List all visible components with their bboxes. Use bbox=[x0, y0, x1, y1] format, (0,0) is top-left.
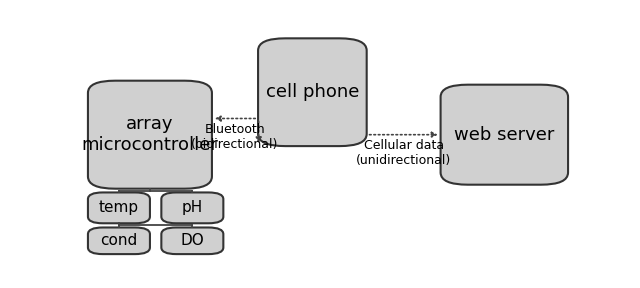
FancyBboxPatch shape bbox=[88, 81, 212, 189]
FancyBboxPatch shape bbox=[161, 192, 223, 223]
FancyBboxPatch shape bbox=[88, 228, 150, 254]
Text: cell phone: cell phone bbox=[266, 83, 359, 101]
Text: web server: web server bbox=[454, 126, 554, 144]
Text: temp: temp bbox=[99, 200, 139, 215]
Text: DO: DO bbox=[180, 233, 204, 248]
FancyBboxPatch shape bbox=[161, 228, 223, 254]
FancyBboxPatch shape bbox=[88, 192, 150, 223]
Text: Cellular data
(unidirectional): Cellular data (unidirectional) bbox=[356, 139, 451, 167]
Text: pH: pH bbox=[182, 200, 203, 215]
Text: cond: cond bbox=[100, 233, 138, 248]
FancyBboxPatch shape bbox=[258, 38, 367, 146]
Text: Bluetooth
(bidirectional): Bluetooth (bidirectional) bbox=[191, 123, 278, 151]
FancyBboxPatch shape bbox=[440, 85, 568, 185]
Text: array
microcontroller: array microcontroller bbox=[81, 115, 218, 154]
